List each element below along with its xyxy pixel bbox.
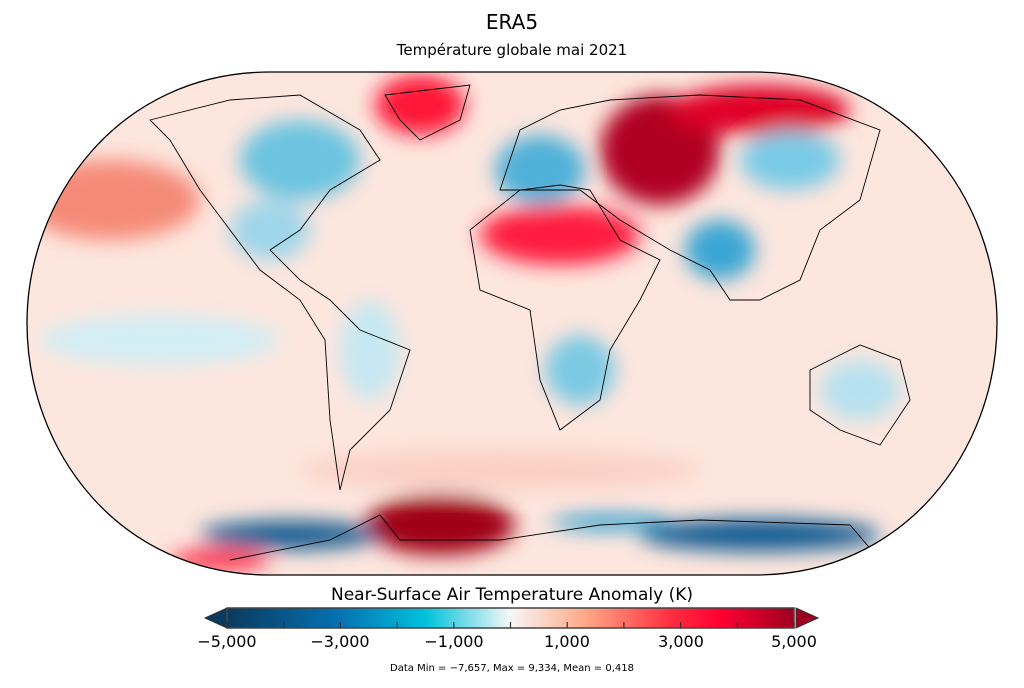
map-title: ERA5 — [485, 10, 539, 34]
colorbar-extend-low — [203, 607, 228, 629]
anomaly-southern-africa — [545, 335, 615, 405]
anomaly-europe — [495, 135, 585, 205]
anomaly-west-antarctic — [200, 521, 380, 549]
anomaly-canada — [240, 120, 360, 200]
anomaly-east-antarctic — [640, 519, 880, 551]
anomaly-sahara — [480, 205, 640, 265]
colorbar-tick-label: 1,000 — [544, 632, 590, 651]
colorbar-extend-high — [795, 607, 820, 629]
colorbar-tick-label: −1,000 — [424, 632, 484, 651]
anomaly-greenland — [375, 75, 465, 135]
anomaly-india — [685, 220, 755, 280]
colorbar-tick-label: 3,000 — [658, 632, 704, 651]
map-boundary — [26, 71, 998, 576]
colorbar-tick-label: −5,000 — [197, 632, 257, 651]
anomaly-north-pacific — [27, 160, 200, 240]
colorbar-label: Near-Surface Air Temperature Anomaly (K) — [330, 585, 693, 605]
coastlines — [149, 84, 911, 561]
colorbar-tick-label: −3,000 — [310, 632, 370, 651]
map-subtitle: Température globale mai 2021 — [396, 41, 628, 59]
anomaly-field — [27, 72, 997, 575]
colorbar-tick-label: 5,000 — [771, 632, 817, 651]
data-statistics: Data Min = −7,657, Max = 9,334, Mean = 0… — [390, 663, 634, 674]
colorbar — [203, 607, 820, 629]
